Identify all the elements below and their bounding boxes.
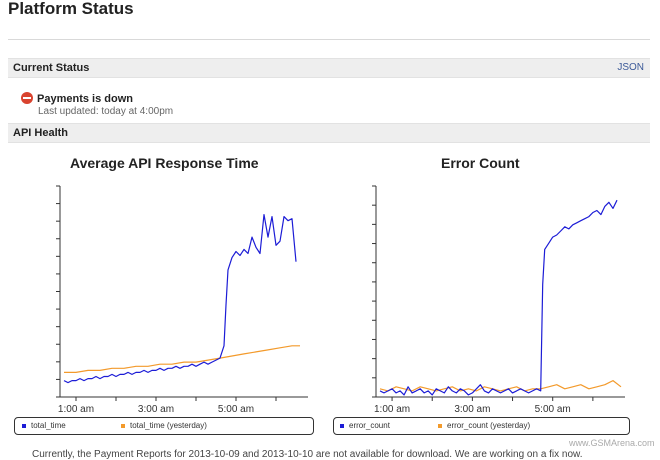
x-tick-label: 5:00 am [535,404,571,415]
x-tick-label: 3:00 am [454,404,490,415]
legend-swatch-total-time [22,424,26,428]
legend-label-total-time-yesterday: total_time (yesterday) [130,421,207,430]
api-health-header: API Health [8,123,650,143]
x-tick-label: 3:00 am [138,404,174,415]
legend-label-total-time: total_time [31,421,66,430]
legend-swatch-error-count-yesterday [438,424,442,428]
legend-label-error-count: error_count [349,421,390,430]
page-title: Platform Status [8,0,134,18]
legend-error-count: error_count error_count (yesterday) [333,417,630,435]
legend-swatch-error-count [340,424,344,428]
x-tick-label: 5:00 am [218,404,254,415]
series-line-error-count [379,199,618,396]
status-down-icon [21,92,33,104]
legend-swatch-total-time-yesterday [121,424,125,428]
current-status-label: Current Status [13,62,90,74]
chart-title-response-time: Average API Response Time [70,155,259,171]
legend-label-error-count-yesterday: error_count (yesterday) [447,421,531,430]
api-health-label: API Health [13,127,69,139]
json-link[interactable]: JSON [617,62,644,73]
status-message: Payments is down [37,93,133,105]
current-status-header: Current Status JSON [8,58,650,78]
series-line-total-time [63,214,297,384]
x-tick-label: 1:00 am [374,404,410,415]
series-line-total-time-yesterday- [64,345,300,373]
legend-response-time: total_time total_time (yesterday) [14,417,314,435]
chart-title-error-count: Error Count [441,155,520,171]
footer-notice: Currently, the Payment Reports for 2013-… [32,449,583,460]
status-last-updated: Last updated: today at 4:00pm [38,106,174,117]
series-line-error-count-yesterday- [379,380,622,392]
title-divider [8,39,650,40]
watermark: www.GSMArena.com [569,438,655,448]
x-tick-label: 1:00 am [58,404,94,415]
